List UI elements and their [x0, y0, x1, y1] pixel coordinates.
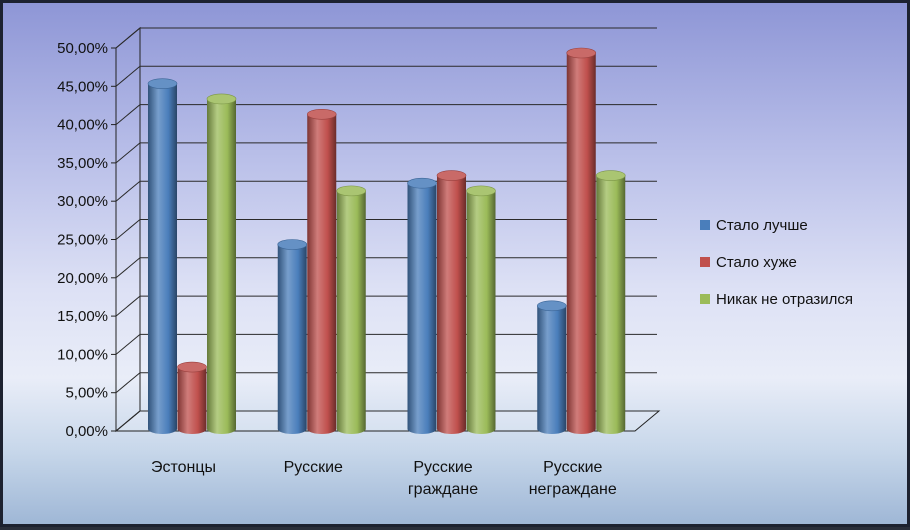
bar	[177, 361, 207, 435]
y-tick-label: 10,00%	[57, 346, 108, 363]
y-axis-ticks: 0,00% 5,00% 10,00% 15,00% 20,00% 25,00% 30,00%…	[57, 40, 108, 440]
bar	[436, 170, 467, 435]
x-category-label: Русские	[284, 459, 343, 476]
gridline	[115, 27, 657, 49]
legend-swatch	[700, 294, 710, 304]
bar	[306, 108, 337, 435]
bar	[206, 93, 237, 435]
x-axis-labels: Эстонцы Русские Русские граждане Русские негр…	[151, 459, 617, 498]
gridline	[115, 142, 657, 164]
bar	[147, 78, 178, 435]
legend-item: Никак не отразился	[700, 291, 853, 308]
gridline	[115, 180, 657, 202]
gridline	[115, 104, 657, 125]
y-tick-label: 40,00%	[57, 117, 108, 134]
chart: 0,00% 5,00% 10,00% 15,00% 20,00% 25,00% 30,00%…	[57, 26, 853, 498]
y-tick-label: 30,00%	[57, 193, 108, 210]
y-tick-label: 5,00%	[65, 385, 108, 402]
legend-label: Никак не отразился	[716, 291, 853, 308]
bar	[466, 185, 496, 435]
legend-swatch	[700, 220, 710, 230]
y-tick-label: 15,00%	[57, 308, 108, 325]
legend-label: Стало хуже	[716, 254, 797, 271]
bar	[407, 177, 437, 435]
bars	[147, 47, 626, 435]
y-tick-label: 25,00%	[57, 232, 108, 249]
bar	[336, 185, 367, 435]
x-category-label: Эстонцы	[151, 459, 216, 476]
legend-label: Стало лучше	[716, 217, 808, 234]
bar	[566, 47, 597, 435]
gridline	[115, 65, 657, 87]
y-tick-label: 50,00%	[57, 40, 108, 57]
bar	[536, 300, 567, 435]
bar	[277, 239, 308, 435]
bar	[595, 170, 626, 435]
y-tick-label: 35,00%	[57, 155, 108, 172]
y-tick-label: 0,00%	[65, 423, 108, 440]
legend-item: Стало хуже	[700, 254, 797, 271]
x-category-label: Русские неграждане	[529, 459, 617, 498]
legend-item: Стало лучше	[700, 217, 808, 234]
x-category-label: Русские граждане	[408, 459, 478, 498]
legend: Стало лучше Стало хуже Никак не отразился	[700, 217, 853, 308]
y-tick-label: 45,00%	[57, 78, 108, 95]
y-tick-label: 20,00%	[57, 270, 108, 287]
legend-swatch	[700, 257, 710, 267]
